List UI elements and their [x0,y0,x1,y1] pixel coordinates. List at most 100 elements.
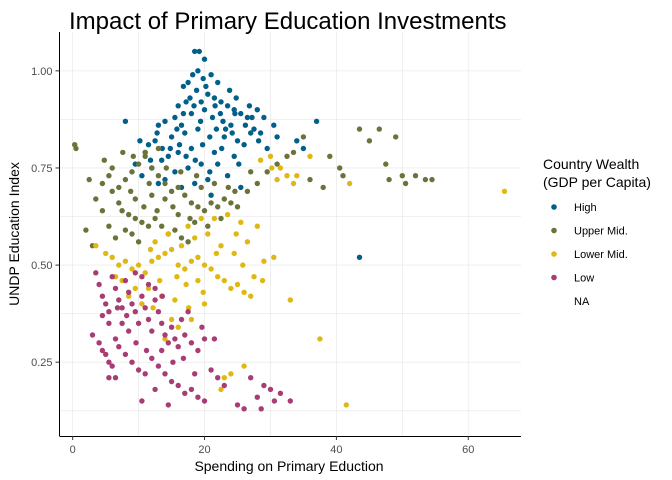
legend-title-line-1: Country Wealth [543,156,639,172]
point-high [207,134,213,140]
point-low [155,363,162,369]
point-low [129,301,135,307]
point-lower-mid [218,386,224,393]
point-lower-mid [284,173,290,179]
grid [59,32,521,436]
point-lower-mid [200,289,206,295]
point-lower-mid [93,243,99,249]
point-low [208,367,214,373]
point-high [228,122,234,128]
chart-title: Impact of Primary Education Investments [69,8,507,35]
point-lower-mid [201,262,208,268]
point-high [226,87,233,94]
point-lower-mid [103,250,109,257]
point-upper-mid [145,223,152,229]
point-low [145,281,152,288]
point-low [152,297,158,303]
point-upper-mid [129,169,135,175]
point-low [139,398,145,404]
point-high [190,72,196,78]
point-upper-mid [221,196,227,202]
point-upper-mid [383,161,389,167]
point-high [219,145,225,152]
point-upper-mid [218,215,224,222]
point-lower-mid [195,254,201,260]
point-high [147,157,154,163]
point-low [165,402,171,408]
point-lower-mid [182,266,188,272]
point-upper-mid [399,173,405,179]
point-high [241,142,247,148]
point-upper-mid [422,176,429,183]
point-lower-mid [168,316,175,323]
point-high [155,122,162,128]
point-upper-mid [122,227,129,233]
point-lower-mid [162,250,168,257]
point-low [112,285,119,292]
point-lower-mid [147,246,154,253]
point-lower-mid [224,211,231,218]
point-lower-mid [257,157,264,163]
point-upper-mid [320,184,326,191]
point-lower-mid [139,301,145,307]
point-lower-mid [248,293,254,299]
point-upper-mid [163,165,169,171]
point-high [217,110,224,117]
point-low [99,312,106,319]
point-high [165,153,171,159]
point-low [109,363,115,369]
point-lower-mid [234,281,241,288]
legend-label-upper-mid: Upper Mid. [574,226,628,238]
point-upper-mid [99,180,106,187]
point-upper-mid [192,219,198,225]
point-upper-mid [162,180,168,187]
point-lower-mid [343,402,349,408]
point-low [143,347,150,354]
point-upper-mid [182,192,188,198]
point-lower-mid [269,165,275,171]
point-lower-mid [109,254,115,260]
point-low [248,375,254,381]
point-high [207,169,213,175]
point-upper-mid [178,169,184,175]
x-tick-label: 40 [330,444,342,456]
x-axis-title: Spending on Primary Eduction [194,458,383,474]
point-high [175,103,181,109]
axis-ticks: 0 20 40 60 0.25 0.50 0.75 1.00 [31,66,474,456]
point-high [188,145,195,152]
point-upper-mid [120,149,126,156]
point-upper-mid [132,215,138,222]
point-high [234,138,241,144]
point-low [254,394,260,400]
point-high [167,145,173,152]
point-low [103,351,109,358]
point-upper-mid [412,173,419,179]
point-high [159,145,165,152]
point-upper-mid [162,196,168,202]
point-lower-mid [142,270,148,276]
point-upper-mid [188,200,195,206]
point-low [182,390,188,396]
point-high [261,114,267,121]
point-high [211,149,218,156]
y-tick-label: 1.00 [31,66,52,78]
point-high [196,48,202,55]
point-high [201,107,208,113]
point-high [185,79,191,86]
point-upper-mid [116,200,122,206]
point-lower-mid [231,250,237,257]
legend-label-lower-mid: Lower Mid. [574,249,628,261]
point-lower-mid [198,215,204,222]
point-high [168,134,175,140]
y-tick-label: 0.50 [31,260,52,272]
point-high [193,87,200,94]
point-lower-mid [195,277,201,284]
point-low [135,367,142,373]
point-lower-mid [155,254,162,260]
point-upper-mid [254,180,260,187]
point-lower-mid [228,371,234,377]
point-low [159,320,165,326]
point-high [174,126,180,132]
point-lower-mid [208,266,214,272]
legend-label-na: NA [574,296,590,308]
